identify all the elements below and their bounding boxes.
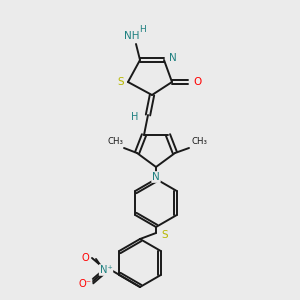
Text: O: O	[193, 77, 201, 87]
Text: S: S	[162, 230, 168, 240]
Text: N: N	[152, 172, 160, 182]
Text: CH₃: CH₃	[191, 137, 207, 146]
Text: NH: NH	[124, 31, 140, 41]
Text: CH₃: CH₃	[107, 137, 123, 146]
Text: O: O	[81, 253, 89, 263]
Text: O⁻: O⁻	[79, 279, 92, 289]
Text: H: H	[131, 112, 139, 122]
Text: N: N	[169, 53, 177, 63]
Text: H: H	[140, 26, 146, 34]
Text: N⁺: N⁺	[100, 265, 112, 275]
Text: S: S	[118, 77, 124, 87]
